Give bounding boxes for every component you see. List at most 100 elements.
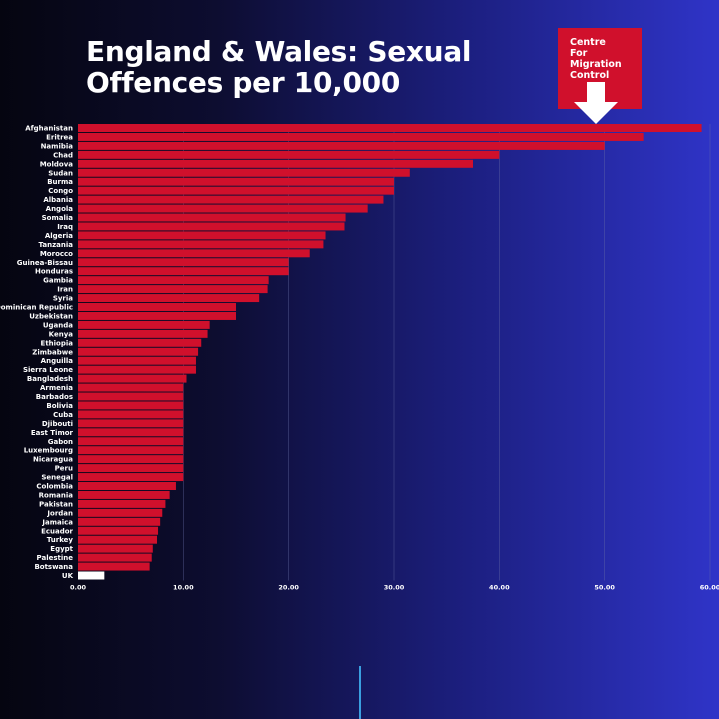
x-tick-label: 60.00 [700,583,719,591]
bar-namibia [78,141,605,150]
bar-tanzania [78,240,324,249]
category-label: Cuba [53,411,73,419]
bar-jordan [78,508,163,517]
bar-algeria [78,231,326,240]
bar-ethiopia [78,338,202,347]
bar-albania [78,195,384,204]
bar-gambia [78,276,269,285]
bar-barbados [78,392,184,401]
bar-eritrea [78,132,644,141]
category-label: Anguilla [41,357,74,365]
bars [78,124,702,580]
bar-botswana [78,562,150,571]
category-label: Botswana [34,563,73,571]
category-label: Djibouti [42,420,73,428]
category-label: Iran [57,286,73,294]
chart-title-line-2: Offences per 10,000 [86,66,401,99]
bar-uk [78,571,105,580]
category-label: Barbados [36,393,73,401]
logo-line-1: Centre [570,37,606,48]
x-tick-label: 50.00 [594,583,615,591]
category-label: Uzbekistan [29,312,73,320]
bar-syria [78,294,260,303]
bar-honduras [78,267,289,276]
bar-djibouti [78,419,184,428]
category-label: Morocco [40,250,73,258]
bar-kenya [78,329,208,338]
bar-anguilla [78,356,196,365]
category-label: Armenia [40,384,73,392]
logo-line-2: For [570,48,588,59]
category-labels: AfghanistanEritreaNamibiaChadMoldovaSuda… [0,125,74,581]
bar-morocco [78,249,310,258]
category-label: Uganda [43,321,73,329]
category-label: Honduras [35,268,73,276]
category-label: Romania [39,491,74,499]
bar-uzbekistan [78,311,236,320]
category-label: Kenya [49,330,74,338]
category-label: Syria [53,295,73,303]
category-label: Tanzania [39,241,74,249]
category-label: Egypt [50,545,73,553]
category-label: Congo [48,187,73,195]
category-label: Eritrea [46,133,73,141]
bar-iran [78,285,268,294]
category-label: Pakistan [39,500,73,508]
category-label: Bangladesh [27,375,73,383]
category-label: Iraq [57,223,73,231]
bar-congo [78,186,394,195]
x-tick-label: 40.00 [489,583,510,591]
logo-line-3: Migration [570,59,622,70]
centre-for-migration-control-logo: Centre For Migration Control [558,28,642,124]
category-label: Angola [46,205,74,213]
bar-dominican-republic [78,303,236,311]
category-label: Turkey [47,536,74,544]
x-tick-label: 10.00 [173,583,194,591]
bar-gabon [78,437,184,446]
category-label: Gambia [43,277,73,285]
category-label: Dominican Republic [0,304,73,312]
category-label: Albania [43,196,73,204]
decorative-accent-line [359,666,361,719]
category-label: UK [62,572,74,580]
category-label: Palestine [37,554,74,562]
x-axis-ticks: 0.00 10.00 20.00 30.00 40.00 50.00 60.00 [70,583,719,591]
bar-armenia [78,383,184,392]
bar-jamaica [78,517,161,526]
chart-title-line-1: England & Wales: Sexual [86,35,472,68]
category-label: Bolivia [46,402,73,410]
category-label: Moldova [40,160,74,168]
category-label: East Timor [31,429,74,437]
bar-somalia [78,213,346,222]
bar-moldova [78,159,473,168]
bar-east-timor [78,428,184,437]
bar-egypt [78,544,153,553]
bar-uganda [78,320,210,329]
category-label: Colombia [36,483,73,491]
category-label: Chad [53,151,73,159]
category-label: Ethiopia [41,339,74,347]
x-tick-label: 30.00 [384,583,405,591]
logo-text: Centre For Migration Control [570,37,622,81]
bar-iraq [78,222,345,231]
bar-pakistan [78,499,166,508]
category-label: Gabon [48,438,73,446]
category-label: Somalia [42,214,74,222]
category-label: Burma [47,178,73,186]
bar-senegal [78,473,184,482]
logo-line-4: Control [570,70,610,81]
bar-cuba [78,410,184,419]
category-label: Zimbabwe [32,348,73,356]
category-label: Peru [55,465,73,473]
bar-bolivia [78,401,184,410]
category-label: Jordan [46,509,73,517]
bar-chad [78,150,500,159]
bar-turkey [78,535,157,544]
category-label: Afghanistan [25,125,73,133]
category-label: Sudan [48,169,73,177]
category-label: Algeria [45,232,73,240]
bar-guinea-bissau [78,258,289,267]
category-label: Namibia [41,142,74,150]
category-label: Jamaica [41,518,73,526]
